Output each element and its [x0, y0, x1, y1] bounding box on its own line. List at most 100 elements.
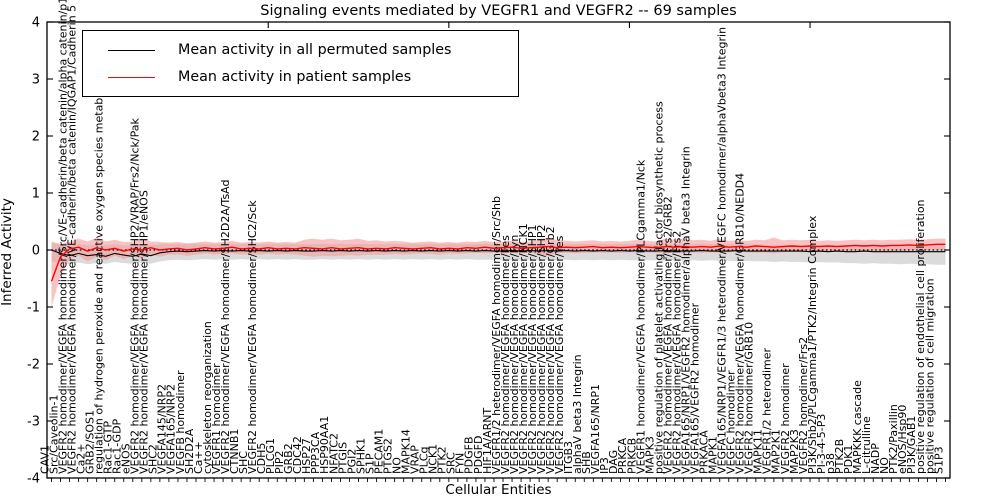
- entity-label: positive regulation of cell migration: [923, 278, 936, 474]
- entity-label: GRB2: [282, 443, 295, 474]
- entity-label: PRKCB: [625, 438, 638, 474]
- entity-label: CTNNB1: [228, 429, 241, 474]
- entity-label: VEGFA165/NRP1/VEGFR1/3 heterodimer/VEGFC…: [716, 27, 729, 474]
- entity-label: VEGFR2 homodimer/VEGFA homodimer/SHP2/VR…: [129, 118, 142, 474]
- entity-label: p38: [824, 453, 837, 474]
- entity-label: VEGFA165/NRP1/VEGFR2 homodimer/alphaV be…: [679, 146, 692, 474]
- entity-label: VEGFR2 homodimer/Frs2: [797, 337, 810, 474]
- legend-label-permuted: Mean activity in all permuted samples: [178, 42, 452, 58]
- legend-label-patient: Mean activity in patient samples: [178, 69, 412, 85]
- entity-label: VEGFR1 homodimer: [210, 363, 223, 474]
- entity-label: positive regulation of platelet activati…: [652, 101, 665, 474]
- entity-label: eNOS: [120, 443, 133, 474]
- y-tick-label: 2: [32, 130, 40, 145]
- entity-label: VEGFA145/NRP2: [156, 384, 169, 474]
- entity-label: VEGFA165/NRP2: [165, 384, 178, 474]
- entity-label: CDC42: [291, 436, 304, 474]
- entity-label: PTGS2: [382, 438, 395, 474]
- entity-label: PTK2B: [833, 439, 846, 474]
- entity-label: Ca++: [192, 441, 205, 474]
- legend-row-patient: Mean activity in patient samples: [83, 69, 518, 85]
- permuted-mean-line: [51, 249, 946, 257]
- entity-label: HIF1A/ARNT: [481, 408, 494, 474]
- entity-label: VEGFR2 homodimer/VEGFA homodimer/SHP1/eN…: [138, 190, 151, 474]
- entity-label: PDGFB: [463, 436, 476, 474]
- y-tick-label: 1: [32, 187, 40, 202]
- entity-label: VEGFR2 homodimer/VEGFA homodimer/SHP2: [535, 225, 548, 474]
- entity-label: MAP2K1: [770, 429, 783, 474]
- entity-label: NCK1: [427, 444, 440, 474]
- entity-label: NADP: [869, 443, 882, 474]
- entity-label: SHC2: [147, 444, 160, 474]
- entity-label: Rac1-GTP: [102, 421, 115, 474]
- patient-line-swatch: [108, 76, 155, 78]
- entity-label: SHC: [237, 451, 250, 474]
- y-tick-label: -3: [27, 415, 40, 430]
- entity-label: MAPK1: [707, 436, 720, 474]
- entity-label: positive regulation of endothelial cell …: [914, 199, 927, 474]
- entity-label: PTGIS: [336, 442, 349, 474]
- entity-label: VEGFR2 homodimer/VEGFA homodimer/SHC2/Sc…: [246, 200, 259, 474]
- entity-label: MAPK3: [643, 436, 656, 474]
- entity-label: VEGFR1/2 heterodimer: [761, 347, 774, 474]
- y-tick-label: -1: [27, 301, 40, 316]
- entity-label: PRKACA: [698, 430, 711, 474]
- y-tick-label: 0: [32, 244, 40, 259]
- entity-label: DAG: [607, 450, 620, 474]
- y-tick-label: 4: [32, 16, 40, 31]
- entity-label: PRKCA: [616, 437, 629, 474]
- entity-label: PDGFD: [472, 436, 485, 474]
- entity-label: PPP3CA: [309, 431, 322, 474]
- entity-label: cytoskeleton reorganization: [201, 321, 214, 474]
- entity-label: NO: [391, 457, 404, 474]
- entity-label: PDK1: [842, 445, 855, 474]
- entity-label: S1P3: [932, 446, 945, 474]
- entity-label: VEGFR2 homodimer/VEGFA homodimer/SH2D2A/…: [219, 180, 232, 475]
- entity-label: VEGFR2 homodimer/GRB10: [743, 322, 756, 474]
- chart-title: Signaling events mediated by VEGFR1 and …: [260, 3, 737, 19]
- entity-label: Rac1-GDP: [111, 418, 124, 474]
- entity-label: S1P: [363, 453, 376, 474]
- entity-label: alphaV beta3 Integrin: [571, 354, 584, 474]
- entity-label: VEGFR2 homodimer/VEGFA homodimer/GRB10/N…: [734, 173, 747, 474]
- entity-label: L-citrulline: [860, 416, 873, 474]
- entity-label: PLCG1: [264, 438, 277, 474]
- entity-label: VEGFA165/VEGFR2 homodimer: [689, 302, 702, 474]
- entity-label: SPHK1: [354, 438, 367, 474]
- entity-label: MAPK11: [752, 429, 765, 474]
- entity-label: GRB2/SOS1: [84, 410, 97, 474]
- entity-label: VEGFR1 homodimer/VEGFA homodimer/PLCgamm…: [634, 159, 647, 474]
- entity-label: VEGFR2 homodimer/VEGFA homodimer/VE-cadh…: [65, 5, 78, 474]
- entity-label: PI3K/Shb2/PLCgamma1/PTK2/Integrin Comple…: [806, 215, 819, 474]
- entity-label: VRAP: [409, 445, 422, 474]
- entity-label: FYN: [454, 453, 467, 474]
- entity-label: SRC: [445, 452, 458, 474]
- patient-mean-line: [50, 243, 946, 282]
- entity-label: NO: [878, 457, 891, 474]
- entity-label: VEGFR2 homodimer/VEGFA homodimer/NCK1: [517, 223, 530, 474]
- entity-label: SHB: [580, 451, 593, 474]
- entity-label: ITGB3: [562, 441, 575, 474]
- entity-label: HSP90AA1: [318, 416, 331, 474]
- entity-label: VEGFR2 homodimer/VEGFA homodimer/Src/VE-…: [56, 0, 69, 474]
- entity-label: VEGFC homodimer: [725, 370, 738, 474]
- entity-label: VEGFR2 homodimer/VEGFA homodimer/Frs2/GR…: [661, 196, 674, 474]
- entity-label: VEGFR2 homodimer: [779, 363, 792, 474]
- y-tick-label: -4: [27, 472, 40, 487]
- entity-label: VEGFR2 homodimer/VEGFA homodimer/Frs2: [670, 231, 683, 474]
- entity-label: regulation of hydrogen peroxide and reac…: [93, 33, 106, 474]
- entity-label: HSP27: [300, 438, 313, 474]
- legend-box: Mean activity in all permuted samples Me…: [82, 30, 519, 97]
- entity-label: PIP2: [273, 450, 286, 474]
- permuted-line-swatch: [108, 49, 155, 51]
- y-tick-label: 3: [32, 73, 40, 88]
- entity-label: PI-3-4-5-P3: [815, 414, 828, 474]
- entity-label: VEGFA165/NRP1: [589, 384, 602, 474]
- entity-label: PGI2: [345, 449, 358, 474]
- entity-label: eNOS/Hsp90: [896, 405, 909, 474]
- entity-label: VEGFR2 homodimer/VEGFA homodimer/Fes: [499, 235, 512, 474]
- entity-label: IP3: [598, 457, 611, 474]
- x-axis-label: Cellular Entities: [445, 482, 552, 498]
- entity-label: VEGFB homodimer: [174, 370, 187, 474]
